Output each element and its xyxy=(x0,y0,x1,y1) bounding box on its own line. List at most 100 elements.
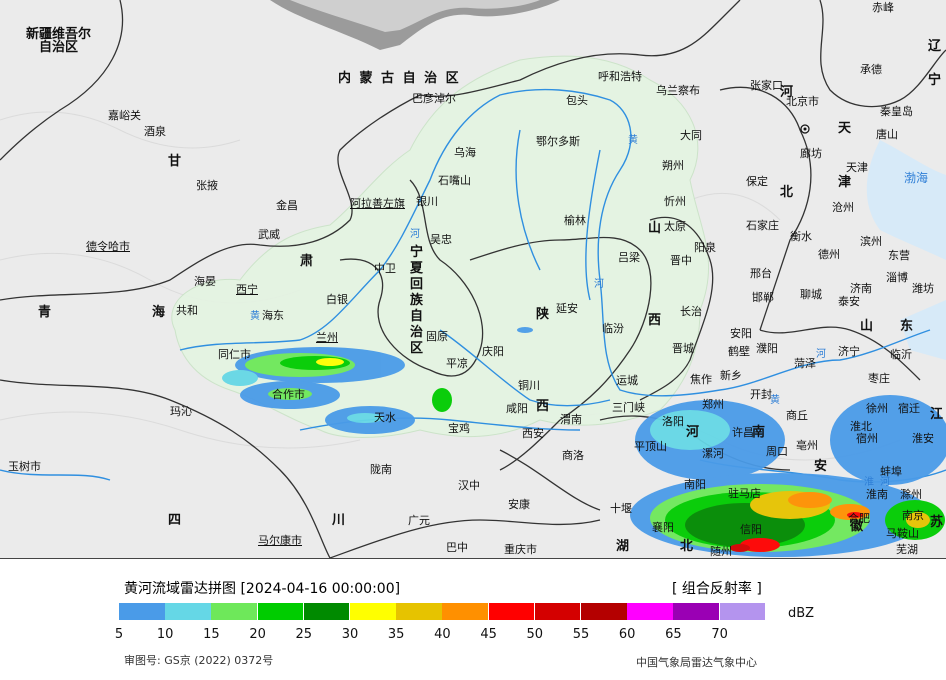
city-label: 菏泽 xyxy=(794,357,816,370)
color-scale-swatch xyxy=(442,603,489,620)
region-label-he: 河 xyxy=(780,85,796,100)
color-scale-swatch xyxy=(119,603,165,620)
color-scale-tick: 40 xyxy=(434,627,451,642)
region-label-shan: 山 xyxy=(648,221,664,236)
color-scale-swatch xyxy=(211,603,258,620)
city-label: 朔州 xyxy=(662,159,684,172)
city-label: 吴忠 xyxy=(430,233,452,246)
color-scale-tick: 70 xyxy=(711,627,728,642)
city-label: 南阳 xyxy=(684,478,706,491)
city-label: 保定 xyxy=(746,175,768,188)
color-scale-swatch xyxy=(534,603,581,620)
city-label: 乌海 xyxy=(454,146,476,159)
city-label: 济南 xyxy=(850,282,872,295)
color-scale-swatch xyxy=(165,603,211,620)
region-label-jiang: 江 xyxy=(930,407,946,422)
color-scale-tick: 60 xyxy=(618,627,636,642)
region-label-tian: 天 xyxy=(838,121,854,136)
city-label: 赤峰 xyxy=(872,1,894,14)
river-label: 黄 xyxy=(628,135,638,146)
color-scale-tick: 50 xyxy=(526,627,544,642)
city-label: 太原 xyxy=(664,220,686,233)
city-label: 天水 xyxy=(374,411,396,424)
bohai-sea xyxy=(866,140,946,260)
city-label: 宿迁 xyxy=(898,402,920,415)
legend-unit: dBZ xyxy=(788,606,815,621)
river-label: 淮 xyxy=(864,477,874,488)
region-label-bei2: 北 xyxy=(680,539,696,554)
city-label: 石家庄 xyxy=(746,219,779,232)
city-label: 平顶山 xyxy=(634,440,667,453)
city-label: 阿拉善左旗 xyxy=(350,197,405,210)
radar-echoes-east xyxy=(630,395,946,557)
color-scale-tick: 55 xyxy=(572,627,590,642)
city-label: 包头 xyxy=(566,94,588,107)
color-scale-swatch xyxy=(673,603,720,620)
city-label: 濮阳 xyxy=(756,342,778,355)
city-label: 石嘴山 xyxy=(438,174,471,187)
region-label-dong: 东 xyxy=(900,319,916,334)
city-label: 淮北 xyxy=(850,420,872,433)
city-label: 济宁 xyxy=(838,345,860,358)
city-label: 安阳 xyxy=(730,327,752,340)
color-scale-swatch xyxy=(719,603,766,620)
color-scale-tick: 45 xyxy=(480,627,497,642)
city-label: 徐州 xyxy=(866,402,888,415)
color-scale-tick: 5 xyxy=(114,627,124,642)
river-label: 河 xyxy=(594,279,604,290)
city-label: 三门峡 xyxy=(612,401,645,414)
city-label: 周口 xyxy=(766,445,788,458)
city-label: 蚌埠 xyxy=(880,465,902,478)
city-label: 金昌 xyxy=(276,199,298,212)
color-scale-swatch xyxy=(488,603,535,620)
city-label: 秦皇岛 xyxy=(880,105,913,118)
city-label: 信阳 xyxy=(740,523,762,536)
city-label: 鄂尔多斯 xyxy=(536,135,580,148)
city-label: 吕梁 xyxy=(618,251,640,264)
city-label: 玉树市 xyxy=(8,460,41,473)
city-label: 许昌 xyxy=(732,426,754,439)
region-label-nan: 南 xyxy=(752,425,768,440)
region-label-si: 四 xyxy=(168,513,184,528)
city-label: 随州 xyxy=(710,545,732,558)
city-label: 重庆市 xyxy=(504,543,537,556)
city-label: 平凉 xyxy=(446,357,468,370)
city-label: 郑州 xyxy=(702,398,724,411)
city-label: 巴彦淖尔 xyxy=(412,92,456,105)
city-label: 呼和浩特 xyxy=(598,70,642,83)
region-label-chuan: 川 xyxy=(332,513,348,528)
radar-echoes-west xyxy=(222,327,533,434)
chart-title: 黄河流域雷达拼图 [2024-04-16 00:00:00] xyxy=(124,581,401,597)
region-label-qing: 青 xyxy=(38,305,54,320)
city-label: 渭南 xyxy=(560,413,582,426)
city-label: 西安 xyxy=(522,427,544,440)
city-label: 枣庄 xyxy=(868,372,890,385)
city-label: 新乡 xyxy=(720,369,742,382)
city-label: 潍坊 xyxy=(912,282,934,295)
region-label-xinjiang: 新疆维吾尔 自治区 xyxy=(26,27,92,55)
region-label-shaan: 陕 xyxy=(536,307,552,322)
region-label-he2: 河 xyxy=(686,425,702,440)
color-scale-tick: 15 xyxy=(203,627,220,642)
region-label-xi2: 西 xyxy=(648,313,664,328)
city-label: 十堰 xyxy=(610,502,632,515)
city-label: 洛阳 xyxy=(662,415,684,428)
city-label: 邢台 xyxy=(750,267,772,280)
region-label-zhi: 治 xyxy=(410,325,426,340)
city-label: 合肥 xyxy=(848,512,870,525)
city-label: 泰安 xyxy=(838,295,860,308)
color-scale-swatch xyxy=(581,603,627,620)
color-scale-swatch xyxy=(257,603,304,620)
city-label: 淮南 xyxy=(866,488,888,501)
city-label: 广元 xyxy=(408,514,430,527)
city-label: 唐山 xyxy=(876,128,898,141)
region-label-xia: 夏 xyxy=(410,261,426,276)
region-label-ning: 宁 xyxy=(410,245,426,260)
city-label: 阳泉 xyxy=(694,241,716,254)
city-label: 聊城 xyxy=(800,288,822,301)
city-label: 安康 xyxy=(508,498,530,511)
product-type-label: [ 组合反射率 ] xyxy=(672,581,762,597)
city-label: 同仁市 xyxy=(218,348,251,361)
region-label-su: 肃 xyxy=(300,254,316,269)
